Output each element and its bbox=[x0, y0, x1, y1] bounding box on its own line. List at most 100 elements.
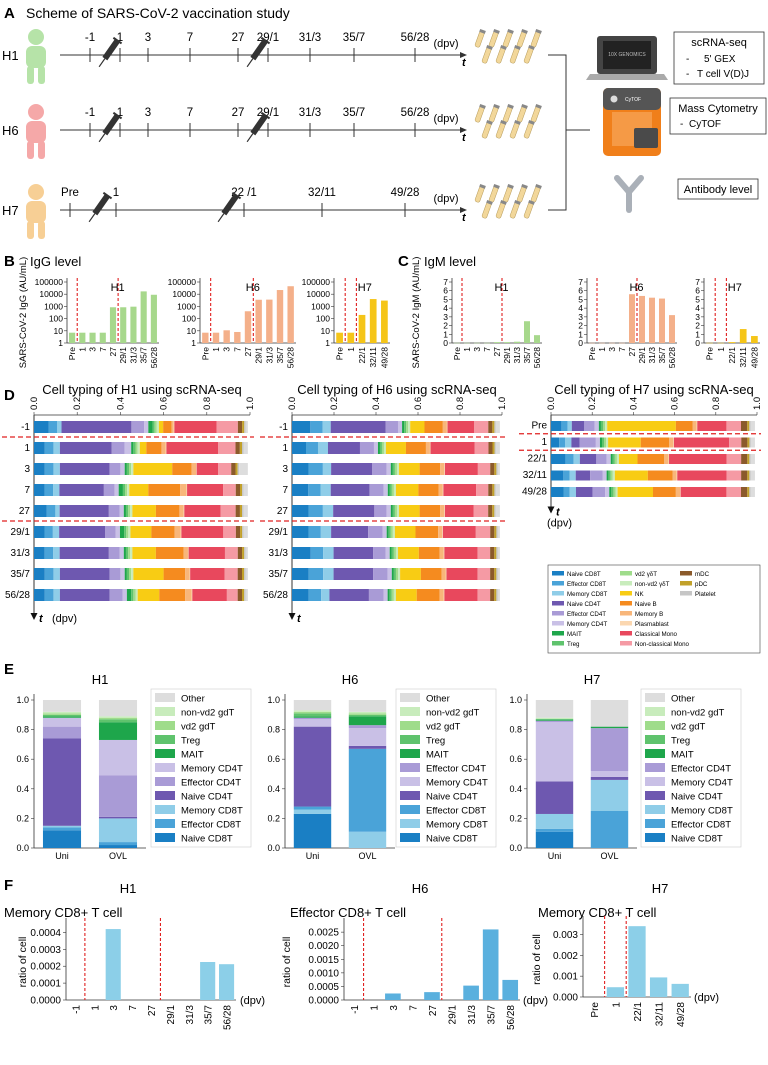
stack-segment bbox=[125, 484, 128, 496]
y-tick-label: 0.0002 bbox=[30, 962, 61, 973]
stack-segment bbox=[196, 463, 219, 475]
stack-segment bbox=[44, 442, 54, 454]
stack-segment bbox=[308, 568, 324, 580]
x-tick-label: 35/7 bbox=[275, 347, 285, 364]
bar bbox=[494, 342, 500, 343]
stack-segment bbox=[126, 526, 129, 538]
tube-body bbox=[488, 31, 499, 48]
x-tick-label: 7 bbox=[617, 347, 627, 352]
stack-segment bbox=[385, 442, 406, 454]
x-tick-label: 27 bbox=[243, 347, 253, 357]
blood-tube-icon bbox=[509, 199, 521, 219]
stack-segment bbox=[293, 710, 332, 712]
chart-title: H6 bbox=[412, 881, 429, 896]
stack-segment bbox=[308, 526, 321, 538]
stack-segment bbox=[590, 776, 629, 780]
person-body-icon bbox=[26, 201, 46, 223]
syringe-barrel bbox=[102, 113, 120, 136]
stack-segment bbox=[292, 526, 309, 538]
x-tick-label: 0.8 bbox=[455, 397, 466, 410]
stack-segment bbox=[59, 589, 110, 601]
stack-segment bbox=[348, 714, 387, 717]
panel-label-b: B bbox=[4, 253, 15, 270]
stack-segment bbox=[383, 484, 388, 496]
stack-segment bbox=[98, 722, 138, 740]
stack-segment bbox=[393, 484, 396, 496]
legend-swatch bbox=[155, 721, 175, 730]
x-tick-label: 0.2 bbox=[587, 397, 598, 410]
stack-segment bbox=[692, 421, 697, 431]
x-tick-label: Pre bbox=[67, 347, 77, 361]
blood-tube-icon bbox=[495, 119, 507, 139]
stack-segment bbox=[442, 421, 447, 433]
tube-body bbox=[502, 31, 513, 48]
stack-segment bbox=[444, 547, 478, 559]
stack-segment bbox=[373, 442, 378, 454]
x-tick-label: 27 bbox=[147, 1005, 158, 1017]
panel-a-scheme: A Scheme of SARS-CoV-2 vaccination study… bbox=[2, 5, 767, 239]
stack-segment bbox=[494, 463, 497, 475]
stack-segment bbox=[158, 421, 164, 433]
stack-segment bbox=[444, 505, 445, 517]
tube-cap bbox=[514, 44, 521, 50]
stack-segment bbox=[474, 442, 489, 454]
stack-segment bbox=[615, 487, 618, 497]
stack-segment bbox=[359, 442, 374, 454]
chart-subtitle: Memory CD8+ T cell bbox=[4, 905, 122, 920]
x-tick-label: 1 bbox=[211, 347, 221, 352]
stack-segment bbox=[490, 526, 495, 538]
stack-segment bbox=[239, 442, 243, 454]
stack-segment bbox=[46, 505, 56, 517]
chart-title: H1 bbox=[92, 672, 109, 687]
stack-segment bbox=[53, 463, 60, 475]
y-tick-label: 1 bbox=[695, 329, 700, 339]
blood-tube-icon bbox=[509, 44, 521, 64]
stack-segment bbox=[571, 421, 585, 431]
syringe-icon bbox=[98, 36, 123, 68]
x-tick-label: 35/7 bbox=[139, 347, 149, 364]
stack-segment bbox=[565, 454, 574, 464]
stack-segment bbox=[42, 825, 82, 828]
stack-segment bbox=[399, 463, 420, 475]
stack-segment bbox=[98, 716, 138, 718]
stack-segment bbox=[174, 526, 181, 538]
stack-segment bbox=[444, 589, 478, 601]
legend-label: Memory CD4T bbox=[181, 764, 243, 775]
stack-segment bbox=[669, 454, 727, 464]
tube-cap bbox=[486, 44, 493, 50]
stack-segment bbox=[293, 717, 332, 720]
stack-segment bbox=[398, 568, 401, 580]
x-tick-label: 1 bbox=[716, 347, 726, 352]
stack-segment bbox=[575, 487, 593, 497]
stack-segment bbox=[98, 842, 138, 846]
stack-segment bbox=[42, 700, 82, 712]
stack-segment bbox=[244, 589, 246, 601]
stack-segment bbox=[595, 437, 600, 448]
stack-segment bbox=[596, 454, 607, 464]
bar bbox=[69, 332, 76, 343]
stack-segment bbox=[119, 547, 124, 559]
stack-segment bbox=[245, 589, 248, 601]
stack-segment bbox=[348, 728, 387, 746]
chart-e-h6: H6 0.0 0.2 0.4 0.6 0.8 1.0 Uni OVL Other non-vd2 g… bbox=[267, 672, 497, 861]
y-tick-label: 0.0025 bbox=[308, 928, 339, 939]
stack-segment bbox=[495, 505, 500, 517]
tube-body bbox=[516, 186, 527, 203]
legend-swatch bbox=[155, 819, 175, 828]
x-tick-label: 7 bbox=[482, 347, 492, 352]
legend-swatch bbox=[645, 763, 665, 772]
legend-label: Treg bbox=[671, 736, 690, 747]
panel-label-a: A bbox=[4, 5, 15, 22]
timeline-t: t bbox=[462, 132, 467, 144]
bar bbox=[200, 962, 216, 1000]
blood-tube-icon bbox=[474, 183, 486, 203]
legend-swatch bbox=[680, 581, 692, 586]
blood-tube-icon bbox=[481, 119, 493, 139]
stack-segment bbox=[400, 568, 421, 580]
x-tick-label: 1.0 bbox=[752, 397, 763, 410]
x-tick-label: 3 bbox=[472, 347, 482, 352]
stack-segment bbox=[495, 484, 500, 496]
stack-segment bbox=[477, 463, 491, 475]
